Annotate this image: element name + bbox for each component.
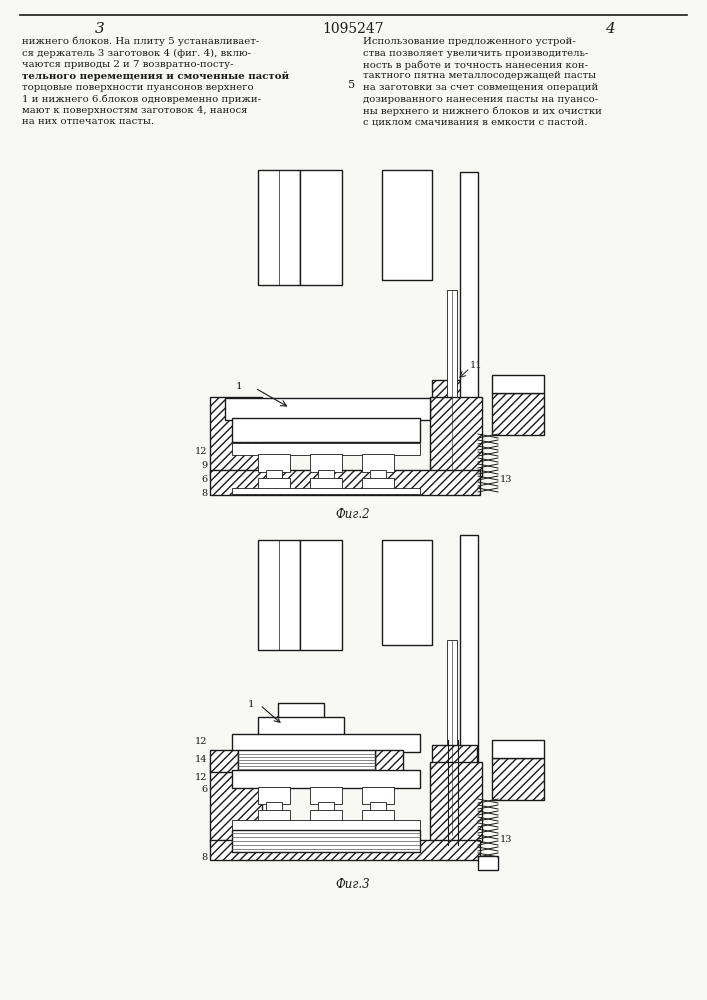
Text: 6: 6	[201, 786, 207, 794]
Bar	[318, 802, 334, 812]
Text: 12: 12	[194, 774, 207, 782]
Text: 12: 12	[194, 448, 207, 456]
Text: 6: 6	[201, 476, 207, 485]
Bar	[232, 443, 420, 455]
Bar	[310, 478, 342, 490]
Text: ны верхнего и нижнего блоков и их очистки: ны верхнего и нижнего блоков и их очистк…	[363, 106, 602, 115]
Text: тактного пятна металлосодержащей пасты: тактного пятна металлосодержащей пасты	[363, 72, 596, 81]
Text: чаются приводы 2 и 7 возвратно-посту-: чаются приводы 2 и 7 возвратно-посту-	[22, 60, 233, 69]
Bar	[258, 787, 290, 804]
Bar	[232, 418, 420, 442]
Bar	[432, 380, 477, 425]
Bar	[258, 478, 290, 490]
Bar	[210, 750, 238, 772]
Bar	[310, 810, 342, 822]
Bar	[362, 810, 394, 822]
Bar	[447, 290, 457, 470]
Text: 1095247: 1095247	[322, 22, 384, 36]
Bar	[210, 470, 480, 495]
Bar	[432, 745, 477, 790]
Bar	[492, 375, 544, 393]
Text: мают к поверхностям заготовок 4, нанося: мают к поверхностям заготовок 4, нанося	[22, 106, 247, 115]
Text: 9: 9	[201, 460, 207, 470]
Bar	[382, 170, 432, 280]
Bar	[266, 802, 282, 812]
Text: 1: 1	[248, 700, 255, 709]
Bar	[232, 488, 420, 494]
Text: ся держатель 3 заготовок 4 (фиг. 4), вклю-: ся держатель 3 заготовок 4 (фиг. 4), вкл…	[22, 48, 251, 58]
Bar	[300, 170, 342, 285]
Bar	[258, 810, 290, 822]
Text: 1 и нижнего 6.блоков одновременно прижи-: 1 и нижнего 6.блоков одновременно прижи-	[22, 95, 261, 104]
Text: Использование предложенного устрой-: Использование предложенного устрой-	[363, 37, 575, 46]
Text: дозированного нанесения пасты на пуансо-: дозированного нанесения пасты на пуансо-	[363, 95, 598, 104]
Bar	[300, 540, 342, 650]
Bar	[310, 454, 342, 472]
Bar	[430, 397, 482, 477]
Bar	[266, 470, 282, 480]
Bar	[258, 170, 300, 285]
Text: 3: 3	[95, 22, 105, 36]
Bar	[492, 758, 544, 800]
Bar	[232, 770, 420, 788]
Bar	[225, 398, 430, 420]
Bar	[310, 787, 342, 804]
Bar	[492, 740, 544, 758]
Text: тельного перемещения и смоченные пастой: тельного перемещения и смоченные пастой	[22, 72, 289, 81]
Bar	[478, 856, 498, 870]
Bar	[210, 762, 262, 842]
Bar	[370, 802, 386, 812]
Text: 12: 12	[194, 738, 207, 746]
Bar	[370, 470, 386, 480]
Bar	[362, 454, 394, 472]
Text: 13: 13	[500, 836, 513, 844]
Bar	[362, 478, 394, 490]
Bar	[232, 734, 420, 752]
Bar	[382, 540, 432, 645]
Bar	[432, 800, 477, 845]
Text: 13: 13	[500, 476, 513, 485]
Bar	[492, 393, 544, 435]
Bar	[362, 787, 394, 804]
Text: 8: 8	[201, 852, 207, 861]
Bar	[318, 470, 334, 480]
Bar	[232, 820, 420, 830]
Bar	[210, 840, 480, 860]
Text: на них отпечаток пасты.: на них отпечаток пасты.	[22, 117, 154, 126]
Text: ность в работе и точность нанесения кон-: ность в работе и точность нанесения кон-	[363, 60, 588, 70]
Text: 11: 11	[470, 360, 482, 369]
Bar	[258, 454, 290, 472]
Text: 8: 8	[201, 488, 207, 497]
Text: нижнего блоков. На плиту 5 устанавливает-: нижнего блоков. На плиту 5 устанавливает…	[22, 37, 259, 46]
Text: 4: 4	[605, 22, 615, 36]
Bar	[258, 540, 300, 650]
Bar	[430, 762, 482, 842]
Bar	[460, 172, 478, 470]
Text: Фиг.2: Фиг.2	[336, 508, 370, 521]
Text: ства позволяет увеличить производитель-: ства позволяет увеличить производитель-	[363, 48, 588, 57]
Bar	[375, 750, 403, 772]
Text: Фиг.3: Фиг.3	[336, 878, 370, 891]
Text: 14: 14	[194, 756, 207, 764]
Bar	[258, 717, 344, 735]
Text: торцовые поверхности пуансонов верхнего: торцовые поверхности пуансонов верхнего	[22, 83, 254, 92]
Bar	[210, 397, 262, 477]
Bar	[432, 438, 477, 480]
Text: 1: 1	[236, 382, 243, 391]
Bar	[278, 703, 324, 718]
Text: на заготовки за счет совмещения операций: на заготовки за счет совмещения операций	[363, 83, 598, 92]
Text: с циклом смачивания в емкости с пастой.: с циклом смачивания в емкости с пастой.	[363, 117, 588, 126]
Text: 5: 5	[349, 80, 356, 90]
Bar	[460, 535, 478, 835]
Bar	[238, 750, 375, 772]
Bar	[232, 830, 420, 852]
Bar	[447, 640, 457, 835]
